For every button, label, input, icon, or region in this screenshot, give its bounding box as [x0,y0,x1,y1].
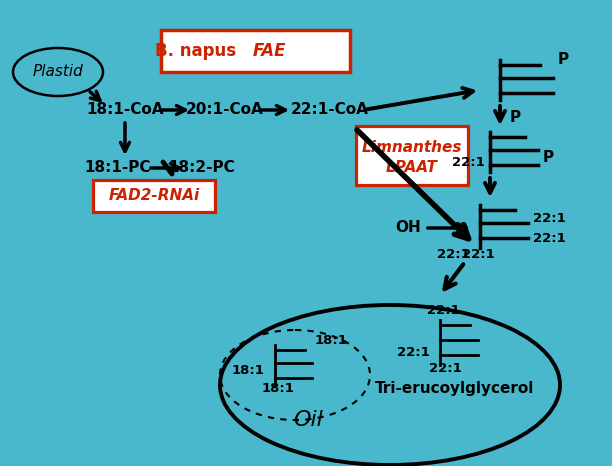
Text: 18:1: 18:1 [231,363,264,377]
Text: 22:1: 22:1 [397,347,430,359]
Text: 18:2-PC: 18:2-PC [169,160,236,176]
FancyBboxPatch shape [356,126,468,185]
Text: 18:1-CoA: 18:1-CoA [86,103,164,117]
Text: 22:1: 22:1 [436,248,469,261]
Text: Tri-erucoylglycerol: Tri-erucoylglycerol [375,381,535,396]
Text: 22:1: 22:1 [533,232,565,245]
Text: 22:1: 22:1 [461,248,494,261]
Text: Plastid: Plastid [32,64,83,80]
FancyBboxPatch shape [93,180,215,212]
Text: B. napus: B. napus [155,42,248,60]
Text: FAD2-RNAi: FAD2-RNAi [108,189,200,204]
Text: Oil: Oil [293,410,323,430]
Text: 22:1: 22:1 [427,303,460,316]
Text: OH: OH [395,220,421,235]
Text: FAE: FAE [253,42,286,60]
Text: 22:1: 22:1 [428,362,461,375]
Text: P: P [558,53,569,68]
Text: 18:1: 18:1 [315,334,348,347]
Text: P: P [510,110,521,125]
Text: 20:1-CoA: 20:1-CoA [186,103,264,117]
Text: 18:1: 18:1 [261,382,294,395]
Text: 22:1: 22:1 [533,212,565,225]
Text: Limnanthes: Limnanthes [362,141,462,156]
Text: 18:1-PC: 18:1-PC [84,160,151,176]
FancyBboxPatch shape [161,30,350,72]
Text: 22:1: 22:1 [452,156,484,169]
Text: 22:1-CoA: 22:1-CoA [291,103,369,117]
Text: P: P [543,151,554,165]
Text: LPAAT: LPAAT [386,160,438,176]
